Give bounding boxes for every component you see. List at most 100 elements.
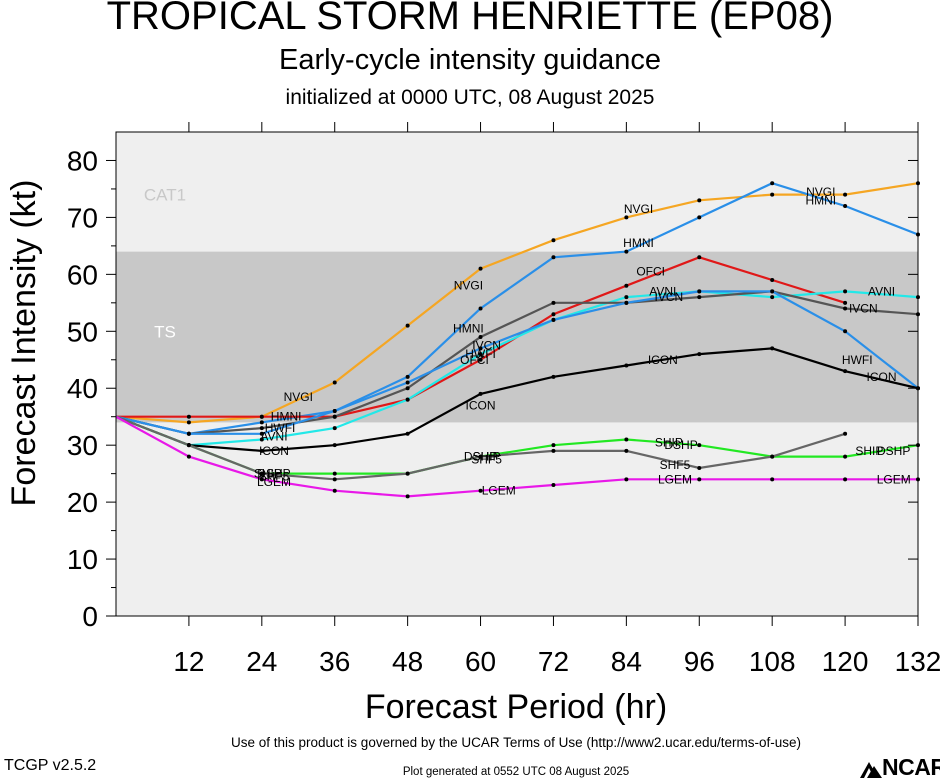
series-label-dshp: DSHP — [664, 438, 697, 452]
x-tick-label: 132 — [895, 646, 940, 677]
chart-subtitle: Early-cycle intensity guidance — [278, 44, 661, 76]
series-label-lgem: LGEM — [877, 472, 911, 486]
series-line-icon — [115, 347, 919, 453]
ncar-logo-text: NCAR — [882, 754, 940, 780]
x-tick-label: 36 — [319, 646, 350, 677]
series-label-dshp: DSHP — [257, 467, 290, 481]
data-point-nvgi — [624, 215, 629, 220]
series-line-hmni — [115, 182, 919, 435]
data-point-icon — [843, 369, 848, 374]
y-axis-label: Forecast Intensity (kt) — [5, 180, 43, 507]
series-label-ivcn: IVCN — [655, 290, 684, 304]
data-point-nvgi — [405, 323, 410, 328]
series-label-icon: ICON — [259, 444, 289, 458]
ncar-logo: NCAR — [858, 754, 940, 780]
data-point-nvgi — [697, 198, 702, 203]
data-point-hmni — [259, 420, 264, 425]
data-point-lgem — [770, 477, 775, 482]
data-point-icon — [405, 431, 410, 436]
data-point-icon — [478, 391, 483, 396]
data-point-nvgi — [551, 238, 556, 243]
data-point-ofci — [551, 312, 556, 317]
data-point-ivcn — [332, 414, 337, 419]
series-label-ivcn: IVCN — [472, 339, 501, 353]
y-tick-label: 60 — [67, 259, 98, 290]
init-time-label: initialized at 0000 UTC, 08 August 2025 — [285, 86, 655, 109]
data-point-ofci — [259, 414, 264, 419]
series-line-hwfi — [115, 290, 919, 435]
data-point-lgem — [843, 477, 848, 482]
data-point-shf5 — [770, 454, 775, 459]
y-tick-label: 0 — [82, 601, 98, 632]
data-point-ivcn — [405, 386, 410, 391]
data-point-lgem — [551, 483, 556, 488]
data-point-icon — [332, 443, 337, 448]
intensity-chart: TS CAT1 0 10 20 30 40 50 60 70 80 12 24 36 48 60 72 84 96… — [5, 122, 940, 726]
series-label-hwfi: HWFI — [842, 353, 873, 367]
data-point-hwfi — [186, 431, 191, 436]
x-tick-label: 60 — [465, 646, 496, 677]
data-point-nvgi — [478, 266, 483, 271]
data-point-avni — [259, 437, 264, 442]
series-labels: NVGINVGINVGINVGIHMNIHMNIHMNIHMNIOFCIOFCI… — [254, 185, 911, 498]
data-point-nvgi — [186, 420, 191, 425]
data-point-avni — [843, 289, 848, 294]
data-point-shf5 — [697, 465, 702, 470]
y-tick-label: 20 — [67, 487, 98, 518]
data-point-dshp — [843, 454, 848, 459]
data-point-ofci — [478, 357, 483, 362]
y-tick-label: 80 — [67, 145, 98, 176]
series-label-nvgi: NVGI — [624, 202, 653, 216]
series-label-ship: SHIP — [473, 450, 501, 464]
series-label-hwfi: HWFI — [265, 421, 296, 435]
data-point-hwfi — [259, 431, 264, 436]
data-point-lgem — [478, 488, 483, 493]
series-label-ship: SHIP — [254, 467, 282, 481]
series-lines — [115, 181, 920, 499]
intensity-bands: TS CAT1 — [116, 132, 918, 616]
data-point-hwfi — [332, 409, 337, 414]
series-label-dshp: DSHP — [877, 444, 910, 458]
data-point-shf5 — [332, 477, 337, 482]
data-point-avni — [478, 352, 483, 357]
series-label-dshp: DSHP — [464, 450, 497, 464]
series-label-avni: AVNI — [260, 430, 287, 444]
data-point-hwfi — [697, 289, 702, 294]
series-line-lgem — [115, 415, 918, 498]
series-label-nvgi: NVGI — [806, 185, 835, 199]
series-label-hwfi: HWFI — [465, 347, 496, 361]
band-cat1 — [116, 132, 918, 252]
series-label-shf5: SHF5 — [471, 452, 502, 466]
data-point-icon — [551, 374, 556, 379]
data-point-shf5 — [405, 471, 410, 476]
x-axis-label: Forecast Period (hr) — [365, 688, 667, 726]
version-label: TCGP v2.5.2 — [4, 757, 97, 774]
series-label-lgem: LGEM — [658, 472, 692, 486]
series-label-hmni: HMNI — [453, 321, 484, 335]
data-point-avni — [332, 426, 337, 431]
data-point-hmni — [624, 249, 629, 254]
data-point-ofci — [843, 300, 848, 305]
x-tick-label: 24 — [246, 646, 277, 677]
data-point-ivcn — [478, 334, 483, 339]
data-point-ofci — [770, 278, 775, 283]
data-point-hwfi — [551, 317, 556, 322]
series-label-nvgi: NVGI — [454, 279, 483, 293]
y-tick-label: 50 — [67, 316, 98, 347]
data-point-lgem — [697, 477, 702, 482]
series-label-icon: ICON — [867, 370, 897, 384]
series-line-avni — [115, 290, 919, 447]
data-point-icon — [624, 363, 629, 368]
x-tick-label: 84 — [611, 646, 642, 677]
data-point-dshp — [697, 443, 702, 448]
data-point-ivcn — [259, 426, 264, 431]
data-point-shf5 — [843, 431, 848, 436]
data-point-ofci — [186, 414, 191, 419]
terms-of-use-note: Use of this product is governed by the U… — [231, 735, 801, 750]
data-point-ivcn — [843, 306, 848, 311]
series-label-avni: AVNI — [649, 284, 676, 298]
data-point-lgem — [405, 494, 410, 499]
series-label-hmni: HMNI — [271, 410, 302, 424]
x-tick-label: 120 — [822, 646, 869, 677]
series-label-icon: ICON — [648, 353, 678, 367]
